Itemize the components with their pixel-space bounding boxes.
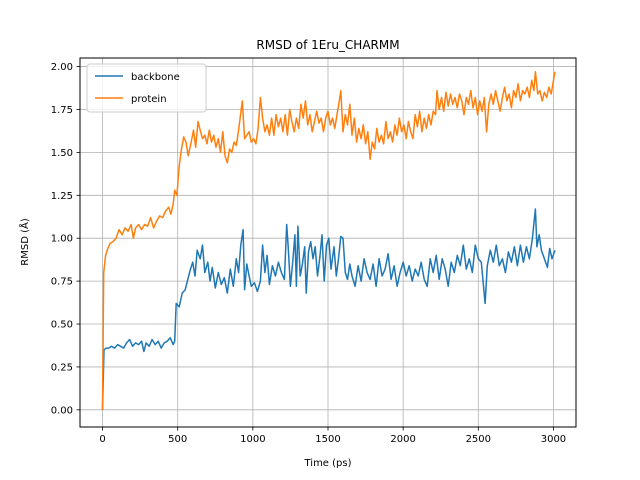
chart-title: RMSD of 1Eru_CHARMM [256,38,399,52]
x-tick-label: 3000 [541,434,566,445]
y-tick-label: 0.25 [51,362,73,373]
legend-label-backbone: backbone [131,72,180,83]
y-tick-label: 0.50 [51,320,73,331]
x-tick-label: 1000 [240,434,265,445]
y-tick-label: 1.25 [51,191,73,202]
y-tick-label: 1.75 [51,105,73,116]
x-tick-label: 1500 [315,434,340,445]
y-tick-label: 0.00 [51,405,73,416]
y-tick-label: 2.00 [51,62,73,73]
legend-label-protein: protein [131,94,167,105]
x-tick-label: 2000 [390,434,415,445]
series-layer [101,70,556,410]
y-tick-label: 1.00 [51,234,73,245]
y-axis-label: RMSD (Å) [18,218,31,266]
grid [80,58,576,427]
x-tick-label: 500 [168,434,187,445]
series-line-backbone [101,208,556,410]
series-line-protein [101,70,556,410]
y-tick-label: 0.75 [51,277,73,288]
legend: backbone protein [86,63,207,113]
y-tick-label: 1.50 [51,148,73,159]
ticks: 0 500 1000 1500 2000 2500 3000 0.00 0.25 0.50 0.75… [51,62,566,445]
x-tick-label: 0 [99,434,105,445]
x-axis-label: Time (ps) [303,458,351,469]
x-tick-label: 2500 [466,434,491,445]
